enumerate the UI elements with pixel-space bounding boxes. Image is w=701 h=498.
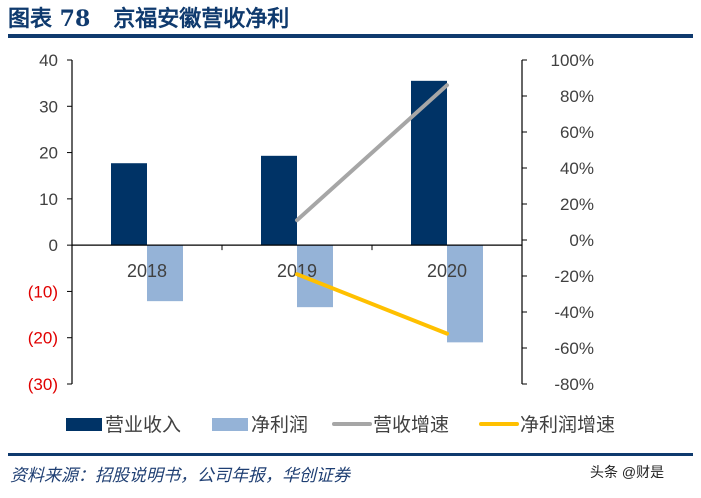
legend-label: 营收增速	[373, 414, 449, 436]
right-axis-tick-label: -20%	[554, 267, 594, 286]
left-axis-tick-label: 30	[39, 97, 58, 116]
right-axis-tick-label: 0%	[569, 231, 594, 250]
right-axis-tick-label: -40%	[554, 303, 594, 322]
legend-swatch	[212, 418, 248, 431]
watermark: 头条 @财是	[590, 464, 664, 480]
chart-title: 图表 78 京福安徽营收净利	[8, 6, 289, 32]
legend-label: 净利润增速	[520, 414, 615, 436]
right-axis-tick-label: 60%	[560, 123, 594, 142]
left-axis-tick-label: (20)	[28, 329, 58, 348]
legend-label: 营业收入	[105, 414, 181, 436]
x-axis-label: 2020	[427, 261, 467, 281]
left-axis-tick-label: 10	[39, 190, 58, 209]
footer-rule	[8, 453, 693, 456]
source-note: 资料来源：招股说明书，公司年报，华创证券	[10, 466, 352, 486]
title-rule	[8, 34, 693, 38]
legend-label: 净利润	[251, 414, 308, 436]
right-axis-tick-label: -60%	[554, 339, 594, 358]
bar-revenue	[111, 163, 147, 245]
plot-area: 40 30 20 10 0 (10) (20) (30) 100% 80% 60% 40% 20% 0% -…	[28, 51, 594, 394]
left-axis-tick-label: (10)	[28, 282, 58, 301]
left-axis-tick-label: (30)	[28, 375, 58, 394]
right-axis-tick-label: 100%	[551, 51, 594, 70]
left-axis-tick-label: 40	[39, 51, 58, 70]
right-axis-tick-label: 80%	[560, 87, 594, 106]
right-axis-tick-label: -80%	[554, 375, 594, 394]
bar-net-profit	[447, 245, 483, 342]
right-axis-tick-label: 20%	[560, 195, 594, 214]
legend: 营业收入 净利润 营收增速 净利润增速	[66, 414, 615, 436]
x-axis-label: 2018	[127, 261, 167, 281]
bar-revenue	[411, 81, 447, 245]
left-axis-tick-label: 20	[39, 144, 58, 163]
bar-revenue	[261, 156, 297, 245]
legend-swatch	[66, 418, 102, 431]
right-axis-tick-label: 40%	[560, 159, 594, 178]
left-axis-tick-label: 0	[49, 236, 58, 255]
